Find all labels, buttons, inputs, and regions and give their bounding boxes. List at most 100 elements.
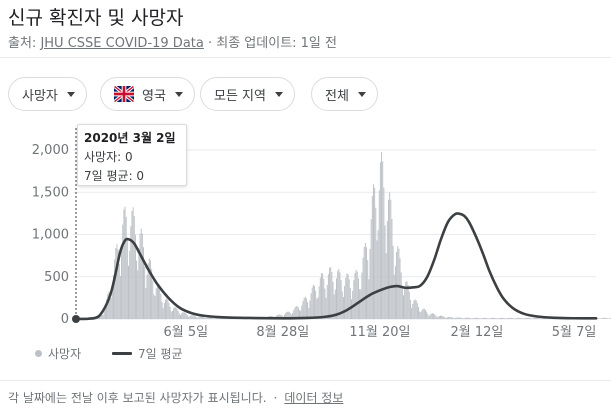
deaths-bar [530, 318, 532, 319]
deaths-bar [331, 271, 333, 319]
tooltip-deaths: 사망자: 0 [84, 150, 133, 164]
deaths-bar [534, 317, 536, 319]
deaths-bar [362, 257, 364, 319]
deaths-bar [487, 318, 489, 319]
deaths-bar [524, 318, 526, 319]
deaths-bar [413, 300, 415, 319]
deaths-bar [300, 310, 302, 319]
deaths-bar [418, 307, 420, 319]
deaths-bar [144, 266, 146, 319]
deaths-bar [490, 317, 492, 319]
deaths-bar [139, 233, 141, 319]
deaths-bar [104, 305, 106, 319]
deaths-bar [295, 306, 297, 319]
deaths-bar [437, 316, 439, 319]
deaths-bar [164, 299, 166, 319]
deaths-bar [369, 248, 371, 319]
deaths-bar [196, 317, 198, 319]
deaths-bar [353, 280, 355, 319]
deaths-bar [606, 318, 608, 319]
deaths-bar [379, 162, 381, 319]
deaths-bar [160, 293, 162, 319]
deaths-bar [153, 294, 155, 319]
deaths-bar [388, 199, 389, 319]
deaths-bar [279, 314, 281, 319]
deaths-bar [427, 313, 429, 319]
legend-line-icon [112, 352, 132, 355]
deaths-chart[interactable]: 0 500 1,000 1,500 2,000 6월 5일 8월 28일 11월 20일 2월… [0, 118, 611, 343]
deaths-bar [136, 260, 138, 319]
deaths-bar [154, 296, 156, 319]
deaths-bar [119, 275, 121, 319]
chart-y-tick-labels: 0 500 1,000 1,500 2,000 [32, 143, 69, 327]
deaths-bar [189, 316, 191, 319]
deaths-bar [349, 288, 351, 319]
deaths-bar [166, 298, 168, 319]
deaths-bar [178, 313, 180, 319]
deaths-bar [376, 240, 378, 319]
deaths-bar [360, 289, 362, 319]
metric-filter-button[interactable]: 사망자 [8, 77, 87, 111]
deaths-bar [397, 246, 399, 319]
deaths-bar [124, 206, 126, 319]
deaths-bar [609, 318, 611, 319]
deaths-bar [211, 317, 213, 319]
region-filter-button[interactable]: 모든 지역 [200, 77, 295, 111]
deaths-bar [385, 253, 387, 319]
deaths-bar [204, 317, 206, 319]
deaths-bar [405, 281, 407, 319]
deaths-bar [167, 299, 169, 319]
deaths-bar [186, 315, 188, 319]
deaths-bar [392, 245, 394, 319]
deaths-bar [297, 307, 299, 319]
deaths-bar [372, 184, 374, 319]
deaths-bar [206, 317, 208, 319]
deaths-bar [539, 318, 541, 319]
legend-bars: 사망자 [35, 345, 81, 362]
deaths-bar [354, 272, 356, 319]
footer: 각 날짜에는 전날 이후 보고된 사망자가 표시됩니다. · 데이터 정보 [8, 389, 343, 406]
deaths-bar [109, 292, 111, 319]
country-filter-button[interactable]: 영국 [100, 77, 195, 111]
deaths-bar [287, 311, 289, 319]
deaths-bar [608, 318, 610, 319]
deaths-bar [214, 318, 216, 319]
deaths-bar [473, 318, 475, 319]
caret-down-icon [66, 91, 75, 97]
deaths-bar [444, 317, 446, 319]
x-tick-label: 11월 20일 [349, 325, 410, 340]
deaths-bar [419, 311, 421, 319]
deaths-bar [123, 209, 125, 319]
period-filter-label: 전체 [325, 88, 349, 104]
source-link[interactable]: JHU CSSE COVID-19 Data [40, 36, 204, 51]
deaths-bar [391, 218, 393, 319]
deaths-bar [607, 318, 609, 319]
deaths-bar [520, 318, 522, 319]
deaths-bar [468, 317, 470, 319]
deaths-bar [527, 317, 529, 319]
data-info-link[interactable]: 데이터 정보 [284, 391, 344, 405]
deaths-bar [390, 199, 392, 319]
deaths-bar [421, 309, 423, 319]
deaths-bar [309, 300, 311, 319]
deaths-bar [314, 285, 316, 319]
deaths-bar [188, 316, 190, 319]
deaths-bar [475, 317, 477, 319]
deaths-bar [485, 317, 487, 319]
deaths-bar [535, 317, 537, 319]
deaths-bar [463, 318, 465, 319]
deaths-bar [332, 281, 334, 319]
period-filter-button[interactable]: 전체 [311, 77, 378, 111]
deaths-bar [512, 318, 514, 319]
seven-day-average-line [74, 212, 598, 321]
deaths-bar [401, 288, 403, 319]
deaths-bar [407, 285, 409, 319]
deaths-bar [162, 308, 164, 319]
caret-down-icon [357, 91, 366, 97]
deaths-bar [106, 299, 108, 319]
deaths-bar [346, 273, 348, 319]
caret-down-icon [174, 91, 183, 97]
deaths-bar [341, 291, 343, 319]
deaths-bar [180, 315, 181, 319]
deaths-bar [122, 224, 124, 319]
